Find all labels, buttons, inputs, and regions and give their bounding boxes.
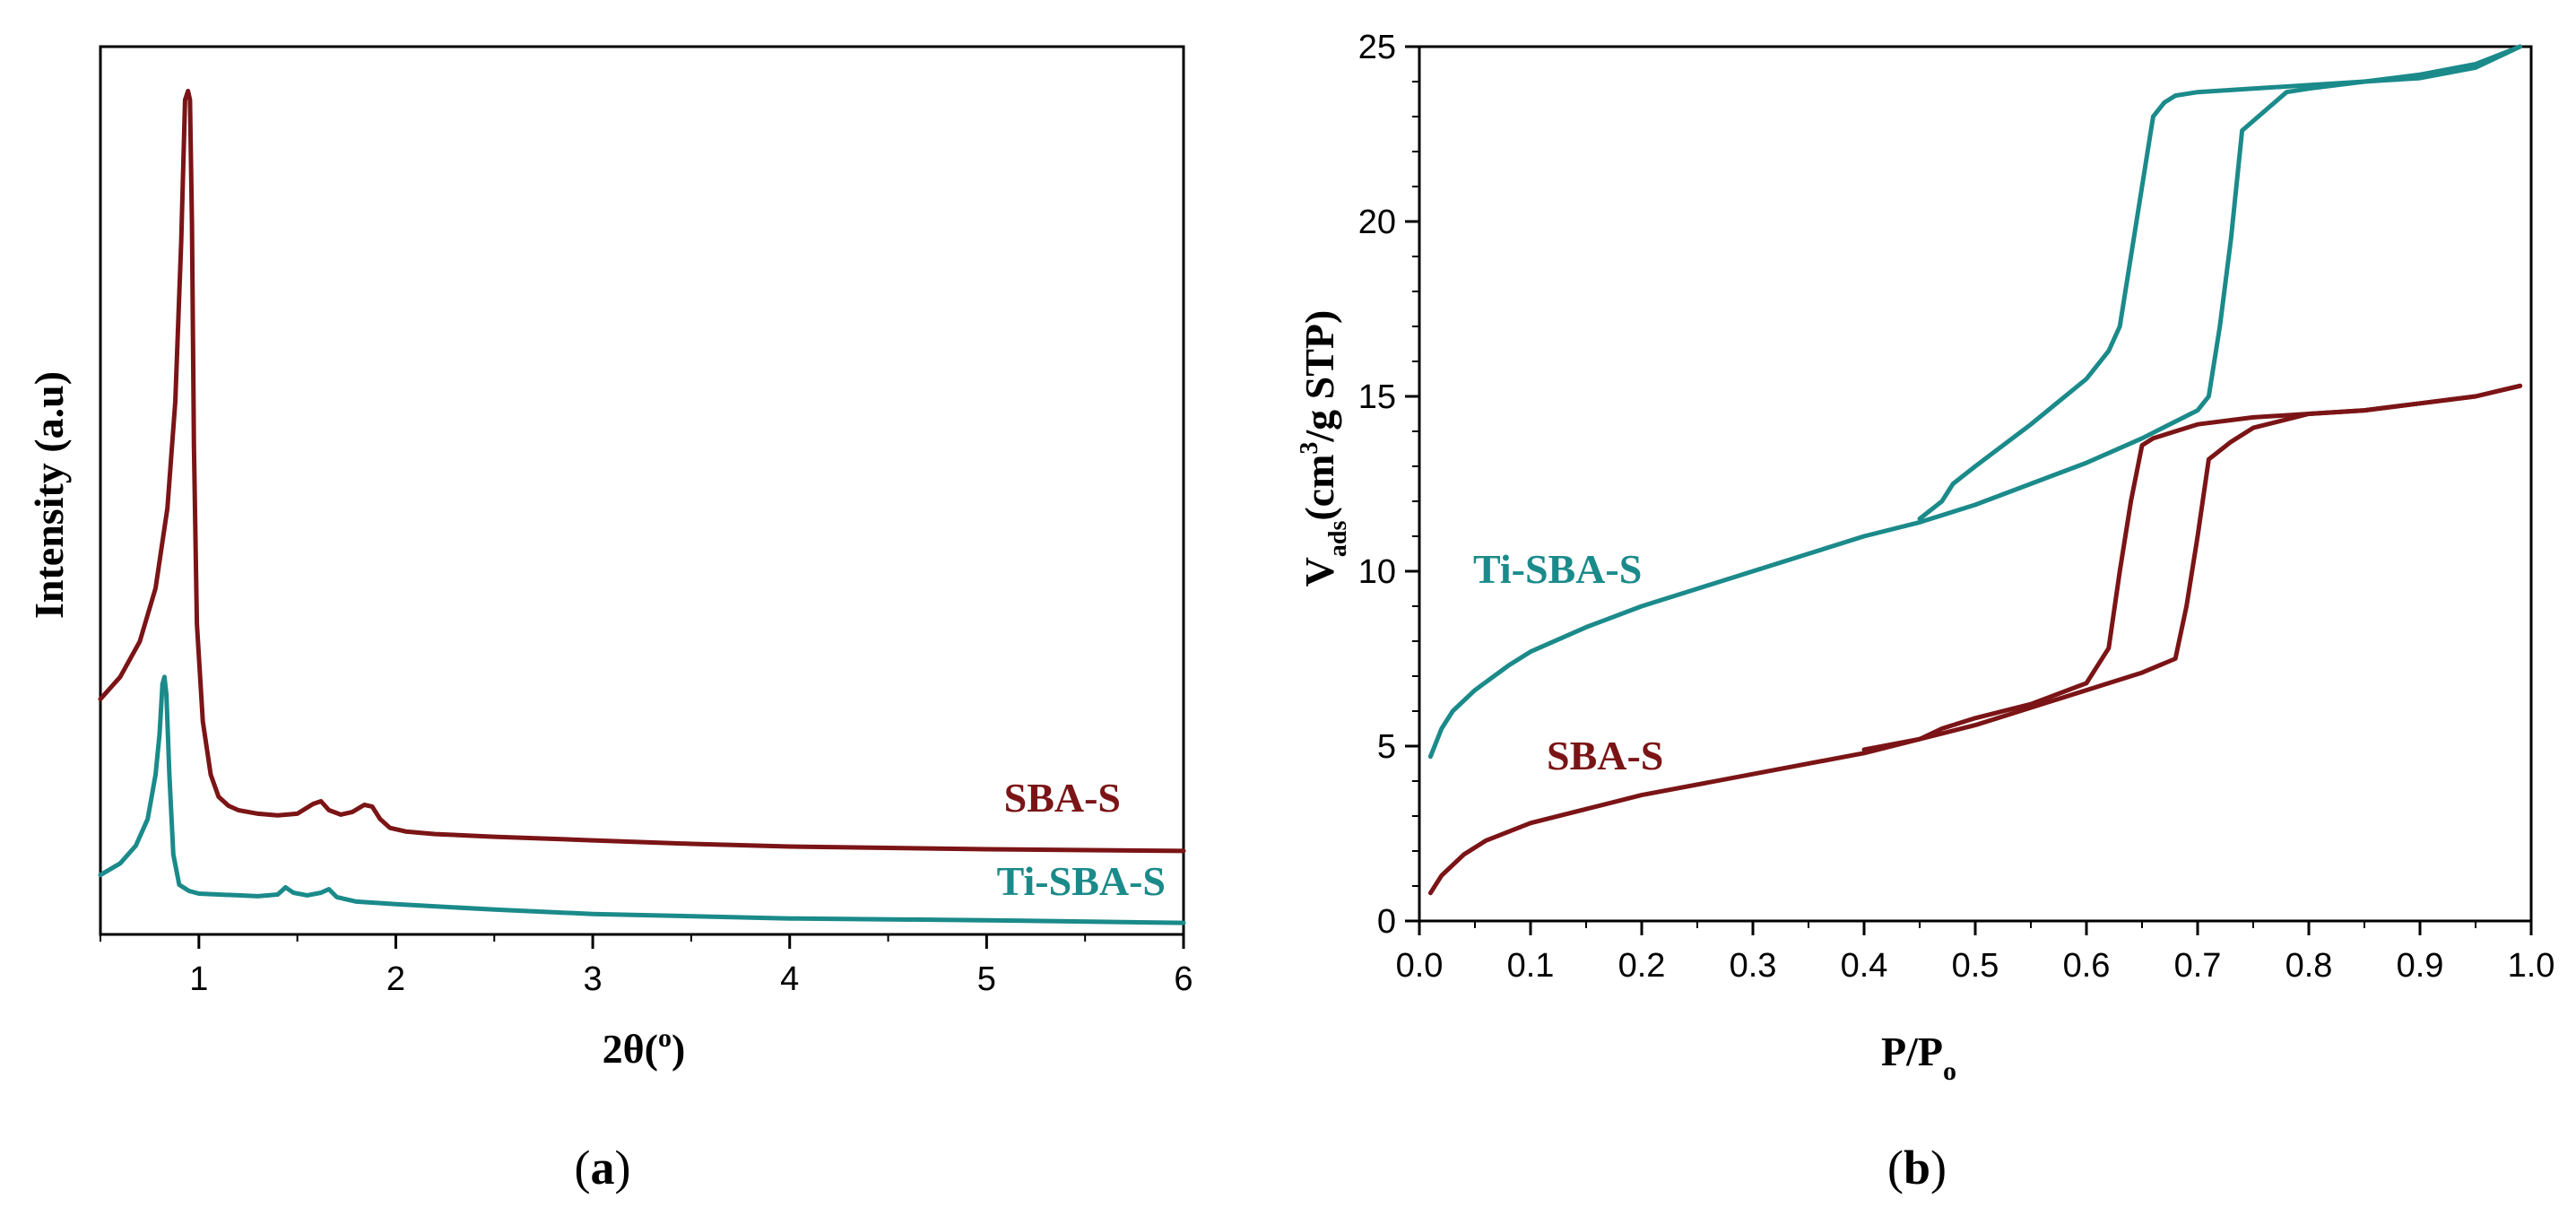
panel-b-label-ti-sba-s: Ti-SBA-S: [1473, 546, 1642, 592]
panel-b-ylabel-unit-pre: (cm: [1297, 455, 1342, 521]
panel-a-x-tick-label: 3: [584, 960, 603, 998]
panel-b-isotherm-chart: 0.0 0.1 0.2 0.3 0.4 0.5 0.6 0.7 0.8 0.9 1.0 0 5 10 15…: [1296, 29, 2554, 1194]
panel-b-x-tick-label: 0.2: [1618, 947, 1666, 985]
panel-b-y-tick-label: 25: [1358, 29, 1396, 66]
panel-b-series-ti-sba-s-desorption: [1917, 44, 2523, 521]
panel-a-x-axis-title: 2θ(o): [603, 1023, 686, 1072]
panel-b-y-axis-title: Vads(cm3/g STP): [1296, 310, 1352, 587]
panel-b-x-tick-label: 0.8: [2285, 947, 2333, 985]
panel-a-caption-open: (: [575, 1141, 591, 1194]
panel-b-y-tick-label: 0: [1377, 903, 1396, 941]
panel-b-y-tick-label: 10: [1358, 553, 1396, 591]
panel-b-series-ti-sba-s-adsorption: [1427, 44, 2523, 760]
panel-b-label-sba-s: SBA-S: [1547, 733, 1663, 778]
panel-a-series-lines: [98, 89, 1186, 925]
panel-a-x-tick-label: 2: [386, 960, 405, 998]
panel-b-xlabel-sub: o: [1943, 1056, 1956, 1086]
panel-b-x-tick-label: 0.4: [1841, 947, 1888, 985]
panel-b-ylabel-sub: ads: [1324, 521, 1352, 558]
panel-b-caption-letter: b: [1904, 1141, 1930, 1194]
panel-b-x-tick-label: 0.7: [2174, 947, 2222, 985]
panel-a-series-sba-s: [98, 89, 1186, 854]
panel-b-caption-close: ): [1930, 1141, 1947, 1194]
panel-b-ylabel-main: V: [1297, 557, 1342, 586]
panel-a-label-sba-s: SBA-S: [1004, 775, 1121, 821]
panel-a-x-tick-label: 1: [189, 960, 208, 998]
panel-b-y-tick-label: 15: [1358, 378, 1396, 416]
panel-b-x-tick-label: 1.0: [2508, 947, 2555, 985]
panel-b-series-sba-s-desorption: [1861, 383, 2523, 752]
panel-b-x-tick-label: 0.5: [1952, 947, 1999, 985]
panel-b-x-tick-label: 0.9: [2397, 947, 2444, 985]
panel-a-x-tick-label: 4: [780, 960, 799, 998]
panel-a-plot-frame: [99, 45, 1185, 936]
panel-a-xlabel-close: ): [672, 1026, 685, 1072]
panel-b-x-tick-label: 0.3: [1730, 947, 1777, 985]
panel-b-y-tick-label: 5: [1377, 728, 1396, 766]
panel-b-plot-frame: [1418, 45, 2533, 923]
panel-b-x-tick-label: 0.1: [1507, 947, 1555, 985]
panel-b-y-ticks: 0 5 10 15 20 25: [1358, 29, 1419, 941]
panel-b-x-tick-label: 0.6: [2063, 947, 2111, 985]
panel-a-x-ticks: 1 2 3 4 5 6: [100, 934, 1193, 998]
panel-a-caption-close: ): [615, 1141, 631, 1194]
panel-a-caption: (a): [575, 1141, 631, 1194]
panel-a-xrd-chart: 1 2 3 4 5 6 SBA-S Ti-SBA-S 2θ(o) Intensity (a…: [26, 45, 1193, 1194]
panel-b-caption-open: (: [1887, 1141, 1904, 1194]
panel-a-x-tick-label: 5: [977, 960, 996, 998]
panel-a-xlabel-degree: o: [658, 1023, 672, 1053]
panel-b-xlabel-main: P/P: [1881, 1029, 1943, 1074]
panel-a-xlabel-main: 2θ(: [603, 1026, 658, 1072]
panel-b-series-lines: [1427, 44, 2523, 896]
panel-a-caption-letter: a: [591, 1141, 615, 1194]
panel-b-ylabel-unit-post: /g STP): [1297, 310, 1342, 443]
panel-a-x-tick-label: 6: [1174, 960, 1193, 998]
panel-a-y-axis-title: Intensity (a.u): [26, 371, 72, 619]
panel-b-x-ticks: 0.0 0.1 0.2 0.3 0.4 0.5 0.6 0.7 0.8 0.9 1.0: [1396, 921, 2555, 985]
panel-a-label-ti-sba-s: Ti-SBA-S: [997, 858, 1166, 904]
panel-b-x-axis-title: P/Po: [1881, 1029, 1956, 1086]
panel-b-x-tick-label: 0.0: [1396, 947, 1444, 985]
panel-b-y-tick-label: 20: [1358, 204, 1396, 241]
panel-b-series-sba-s-adsorption: [1427, 383, 2523, 896]
panel-b-caption: (b): [1887, 1141, 1947, 1194]
panel-b-ylabel-sup: 3: [1296, 442, 1323, 455]
panel-a-series-ti-sba-s: [98, 674, 1186, 925]
